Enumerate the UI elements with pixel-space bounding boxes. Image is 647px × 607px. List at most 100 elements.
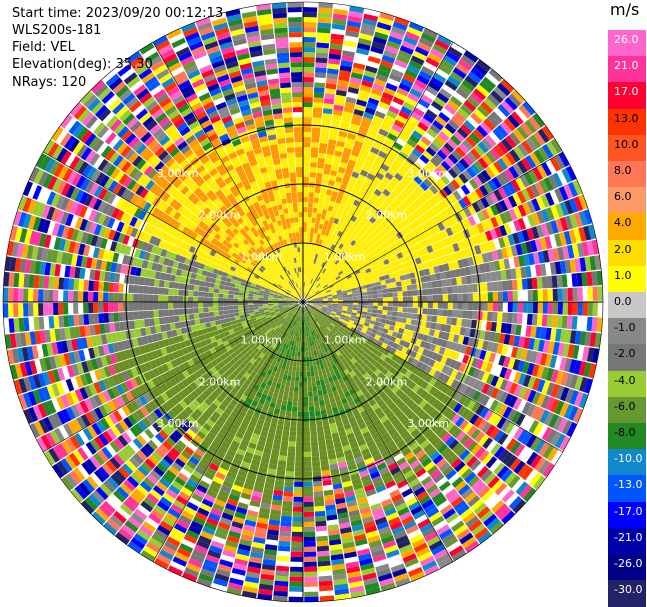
velocity-gate [558, 152, 570, 167]
velocity-gate [280, 445, 288, 452]
velocity-gate [401, 285, 408, 292]
velocity-gate [451, 277, 458, 286]
velocity-gate [447, 119, 460, 131]
velocity-gate [314, 253, 319, 260]
velocity-gate [380, 280, 387, 286]
velocity-gate [282, 496, 293, 502]
velocity-gate [430, 76, 444, 88]
velocity-gate [334, 273, 340, 279]
velocity-gate [324, 88, 336, 95]
velocity-gate [436, 149, 448, 160]
velocity-gate [436, 280, 443, 288]
velocity-gate [504, 168, 515, 182]
velocity-gate [316, 167, 324, 174]
velocity-gate [546, 141, 558, 156]
velocity-gate [373, 227, 381, 235]
velocity-gate [351, 187, 360, 195]
velocity-gate [307, 277, 310, 283]
velocity-gate [310, 436, 318, 442]
velocity-gate [309, 167, 317, 173]
velocity-gate [303, 172, 310, 178]
velocity-gate [512, 163, 524, 177]
velocity-gate [295, 451, 303, 457]
velocity-gate [536, 314, 543, 327]
velocity-gate [309, 283, 313, 289]
velocity-gate [313, 248, 318, 254]
velocity-gate [447, 244, 455, 254]
velocity-gate [364, 107, 376, 115]
velocity-gate [420, 32, 436, 44]
velocity-gate [359, 241, 366, 249]
velocity-gate [324, 163, 332, 170]
velocity-gate [500, 79, 515, 93]
velocity-gate [370, 46, 384, 55]
velocity-gate [411, 284, 418, 291]
velocity-gate [332, 186, 340, 193]
velocity-gate [347, 243, 353, 250]
velocity-gate [309, 361, 314, 367]
velocity-gate [409, 134, 420, 144]
velocity-gate [415, 207, 424, 217]
velocity-gate [303, 536, 316, 542]
velocity-gate [303, 481, 313, 487]
velocity-gate [377, 297, 383, 302]
velocity-gate [305, 293, 309, 298]
velocity-gate [521, 188, 531, 202]
velocity-gate [358, 89, 371, 98]
velocity-gate [343, 247, 350, 254]
velocity-gate [342, 50, 355, 58]
velocity-gate [390, 163, 400, 173]
velocity-gate [556, 315, 563, 329]
velocity-gate [286, 375, 292, 382]
velocity-gate [483, 118, 496, 131]
velocity-gate [329, 238, 335, 244]
velocity-gate [375, 246, 383, 253]
velocity-gate [500, 100, 514, 114]
velocity-gate [369, 245, 376, 252]
velocity-gate [337, 255, 343, 261]
velocity-gate [358, 126, 369, 134]
velocity-gate [342, 111, 353, 119]
velocity-gate [537, 128, 550, 144]
velocity-gate [317, 560, 331, 567]
velocity-gate [387, 256, 395, 263]
velocity-gate [321, 261, 326, 268]
velocity-gate [303, 506, 314, 512]
velocity-gate [312, 122, 322, 128]
velocity-gate [378, 128, 389, 137]
velocity-gate [290, 556, 303, 562]
velocity-gate [323, 251, 328, 258]
velocity-gate [308, 262, 312, 268]
velocity-gate [432, 294, 438, 302]
velocity-gate [315, 270, 319, 276]
velocity-gate [402, 307, 408, 313]
velocity-gate [445, 227, 454, 237]
velocity-gate [362, 205, 371, 213]
velocity-gate [378, 250, 386, 257]
velocity-gate [427, 308, 433, 316]
velocity-gate [338, 130, 348, 138]
velocity-gate [303, 137, 311, 143]
velocity-gate [298, 341, 301, 347]
velocity-gate [337, 135, 347, 143]
velocity-gate [430, 157, 441, 168]
velocity-gate [408, 222, 416, 231]
velocity-gate [341, 267, 348, 273]
velocity-gate [289, 586, 303, 592]
velocity-gate [360, 28, 375, 37]
velocity-gate [315, 177, 323, 184]
velocity-gate [280, 520, 292, 527]
velocity-gate [318, 239, 323, 245]
velocity-gate [316, 276, 321, 282]
velocity-gate [485, 72, 500, 86]
velocity-gate [526, 200, 537, 214]
velocity-gate [446, 138, 458, 150]
velocity-gate [569, 198, 579, 213]
velocity-gate [352, 293, 358, 297]
velocity-gate [277, 550, 290, 557]
velocity-gate [456, 276, 463, 286]
velocity-gate [393, 197, 402, 207]
velocity-gate [557, 302, 563, 315]
velocity-gate [322, 113, 332, 120]
velocity-gate [448, 46, 463, 59]
